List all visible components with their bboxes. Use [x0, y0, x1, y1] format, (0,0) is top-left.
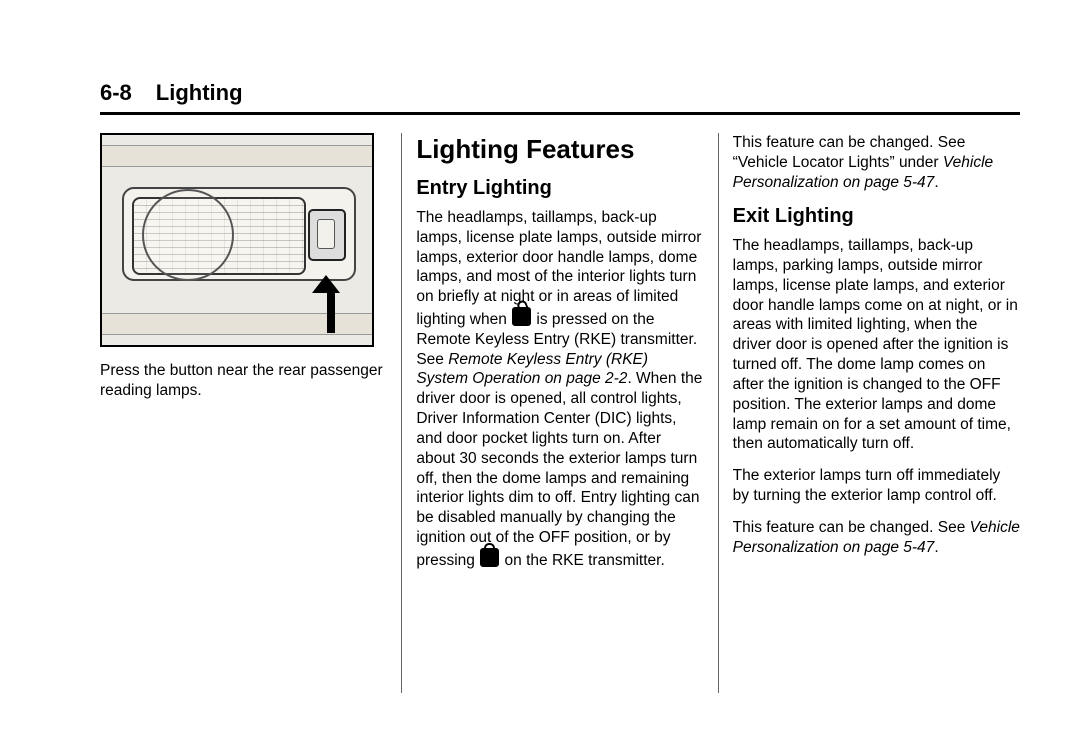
lock-icon — [480, 548, 499, 567]
exit-lighting-heading: Exit Lighting — [733, 204, 1020, 230]
body-text: This feature can be changed. See “Vehicl… — [733, 134, 966, 171]
manual-page: 6-8 Lighting Press the button near the r… — [0, 0, 1080, 756]
exit-lighting-p1: The headlamps, taillamps, back-up lamps,… — [733, 236, 1020, 454]
reading-lamp-illustration — [100, 133, 374, 347]
content-columns: Press the button near the rear passenger… — [100, 133, 1020, 693]
column-2: Lighting Features Entry Lighting The hea… — [401, 133, 718, 693]
body-text: This feature can be changed. See — [733, 519, 970, 536]
unlock-icon — [512, 307, 531, 326]
page-number: 6-8 — [100, 80, 132, 106]
column-3: This feature can be changed. See “Vehicl… — [719, 133, 1020, 693]
vehicle-locator-note: This feature can be changed. See “Vehicl… — [733, 133, 1020, 192]
lamp-button — [308, 209, 346, 261]
dome-circle — [142, 189, 234, 281]
page-header: 6-8 Lighting — [100, 80, 1020, 115]
lamp-housing — [122, 187, 356, 281]
body-text: . — [934, 539, 938, 556]
entry-lighting-body: The headlamps, taillamps, back-up lamps,… — [416, 208, 703, 571]
body-text: on the RKE transmitter. — [500, 552, 665, 569]
pointer-arrow-icon — [322, 275, 340, 333]
cross-reference: Remote Keyless Entry (RKE) System Operat… — [416, 351, 648, 388]
body-text: . — [934, 174, 938, 191]
exit-lighting-p3: This feature can be changed. See Vehicle… — [733, 518, 1020, 558]
section-heading: Lighting Features — [416, 133, 703, 166]
entry-lighting-heading: Entry Lighting — [416, 176, 703, 202]
illustration-caption: Press the button near the rear passenger… — [100, 361, 387, 401]
section-name: Lighting — [156, 80, 243, 106]
column-1: Press the button near the rear passenger… — [100, 133, 401, 693]
exit-lighting-p2: The exterior lamps turn off immediately … — [733, 466, 1020, 506]
headliner-trim-line — [102, 145, 372, 167]
body-text: . When the driver door is opened, all co… — [416, 370, 702, 568]
